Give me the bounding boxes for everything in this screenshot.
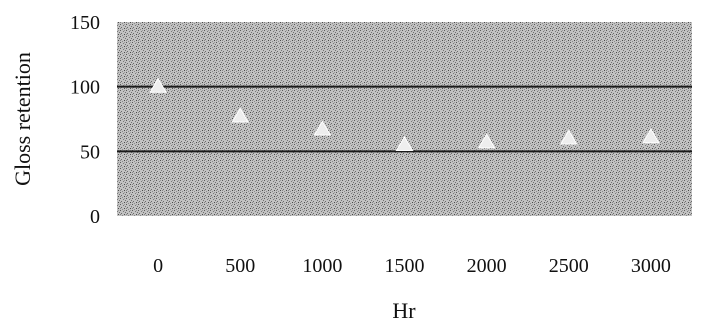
data-point	[477, 133, 496, 149]
gridlines	[117, 85, 692, 153]
x-tick-label: 2000	[467, 255, 507, 277]
x-tick-label: 1000	[302, 255, 342, 277]
x-axis-title: Hr	[392, 298, 416, 323]
y-tick-label: 150	[70, 12, 100, 34]
y-axis-ticks: 0 50 100 150	[70, 12, 100, 228]
x-tick-label: 0	[153, 255, 163, 277]
y-tick-label: 100	[70, 77, 100, 99]
data-point	[642, 128, 660, 144]
data-point	[395, 135, 414, 151]
data-point	[231, 107, 250, 123]
x-tick-label: 2500	[549, 255, 589, 277]
data-point	[559, 129, 578, 145]
data-point	[149, 77, 167, 93]
data-point	[313, 120, 332, 136]
y-axis-title: Gloss retention	[10, 52, 35, 186]
x-tick-label: 500	[225, 255, 255, 277]
plot-area	[117, 22, 692, 216]
y-tick-label: 0	[90, 206, 100, 228]
y-tick-label: 50	[80, 141, 100, 163]
data-points	[149, 77, 660, 151]
x-tick-label: 1500	[385, 255, 425, 277]
x-tick-label: 3000	[631, 255, 671, 277]
x-axis-ticks: 0 500 1000 1500 2000 2500 3000	[153, 255, 671, 277]
